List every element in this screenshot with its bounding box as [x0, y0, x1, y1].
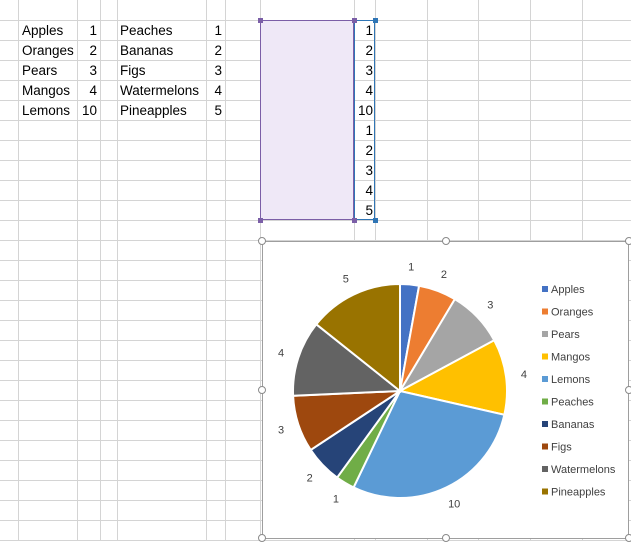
cell-fruit-name[interactable]: Peaches	[120, 21, 210, 41]
cell-fruit-value[interactable]: 2	[200, 41, 222, 61]
legend-swatch	[542, 354, 548, 360]
chart-resize-handle[interactable]	[625, 237, 631, 245]
legend-label[interactable]: Oranges	[551, 307, 594, 319]
pie-data-label: 2	[441, 269, 447, 281]
legend-swatch	[542, 376, 548, 382]
legend-label[interactable]: Bananas	[551, 419, 595, 431]
selection-handle[interactable]	[258, 18, 263, 23]
chart-resize-handle[interactable]	[625, 386, 631, 394]
legend-swatch	[542, 286, 548, 292]
cell-fruit-value[interactable]: 3	[200, 61, 222, 81]
pie-data-label: 4	[521, 369, 527, 381]
legend-label[interactable]: Pears	[551, 329, 580, 341]
selection-handle[interactable]	[352, 18, 357, 23]
selection-range-values[interactable]	[354, 20, 375, 220]
legend-swatch	[542, 309, 548, 315]
cell-fruit-name[interactable]: Apples	[22, 21, 77, 41]
pie-data-label: 3	[278, 425, 284, 437]
pie-data-label: 5	[343, 273, 349, 285]
chart-resize-handle[interactable]	[258, 386, 266, 394]
selection-range-names[interactable]	[260, 20, 354, 220]
legend-label[interactable]: Peaches	[551, 397, 594, 409]
chart-resize-handle[interactable]	[258, 237, 266, 245]
cell-fruit-value[interactable]: 1	[77, 21, 97, 41]
pie-data-label: 10	[448, 499, 460, 511]
legend-label[interactable]: Lemons	[551, 374, 591, 386]
cell-fruit-name[interactable]: Lemons	[22, 101, 77, 121]
cell-fruit-name[interactable]: Pineapples	[120, 101, 210, 121]
legend-label[interactable]: Pineapples	[551, 487, 606, 499]
cell-fruit-name[interactable]: Mangos	[22, 81, 77, 101]
selection-handle[interactable]	[373, 18, 378, 23]
legend-label[interactable]: Figs	[551, 442, 572, 454]
chart-area[interactable]: 1 2 3 4 10 1 2 3 4 5 Apples Oranges Pears Mangos Lemon…	[262, 241, 629, 539]
pie-data-label: 3	[487, 300, 493, 312]
cell-fruit-name[interactable]: Bananas	[120, 41, 210, 61]
cell-fruit-value[interactable]: 1	[200, 21, 222, 41]
pie-data-label: 2	[307, 472, 313, 484]
cell-fruit-value[interactable]: 3	[77, 61, 97, 81]
legend-swatch	[542, 466, 548, 472]
cell-fruit-value[interactable]: 10	[77, 101, 97, 121]
cell-fruit-name[interactable]: Watermelons	[120, 81, 210, 101]
selection-handle[interactable]	[373, 218, 378, 223]
cell-fruit-value[interactable]: 5	[200, 101, 222, 121]
cell-fruit-value[interactable]: 4	[200, 81, 222, 101]
pie-data-label: 4	[278, 347, 284, 359]
pie-data-label: 1	[408, 262, 414, 274]
legend-label[interactable]: Watermelons	[551, 464, 616, 476]
legend-swatch	[542, 444, 548, 450]
cell-fruit-value[interactable]: 2	[77, 41, 97, 61]
pie-data-label: 1	[333, 493, 339, 505]
legend-label[interactable]: Apples	[551, 284, 585, 296]
cell-fruit-name[interactable]: Figs	[120, 61, 210, 81]
legend-swatch	[542, 489, 548, 495]
legend-swatch	[542, 399, 548, 405]
selection-handle[interactable]	[258, 218, 263, 223]
cell-fruit-name[interactable]: Oranges	[22, 41, 77, 61]
pie-chart[interactable]: 1 2 3 4 10 1 2 3 4 5 Apples Oranges Pears Mangos Lemon…	[263, 242, 630, 540]
selection-handle[interactable]	[352, 218, 357, 223]
cell-fruit-value[interactable]: 4	[77, 81, 97, 101]
legend-swatch	[542, 331, 548, 337]
chart-resize-handle[interactable]	[442, 237, 450, 245]
legend-label[interactable]: Mangos	[551, 352, 591, 364]
legend-swatch	[542, 421, 548, 427]
cell-fruit-name[interactable]: Pears	[22, 61, 77, 81]
